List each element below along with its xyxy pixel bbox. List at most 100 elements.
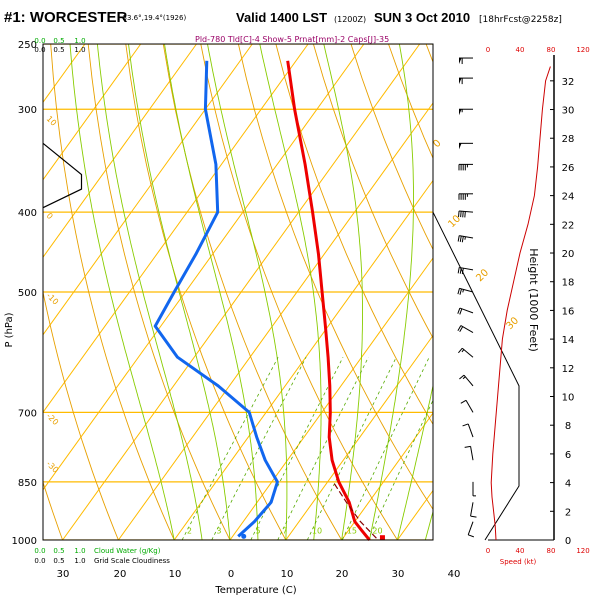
pressure-tick-label: 300 (18, 105, 37, 116)
pressure-tick-label: 850 (18, 478, 37, 489)
mixing-ratio-line (181, 357, 279, 540)
wind-barb (464, 445, 474, 461)
cloud-scale-tick-bottom-2: 1.0 (74, 557, 85, 565)
speed-tick-label: 80 (547, 547, 556, 555)
wind-barbs (457, 57, 477, 538)
wind-barb (458, 347, 474, 358)
barb-flag (457, 325, 462, 331)
plot-border (42, 43, 434, 541)
wind-barb (470, 502, 477, 518)
barb-flag (470, 515, 477, 518)
cloud-scale-tick-top: 0.0 (34, 37, 45, 45)
temperature-tick-label: 20 (336, 569, 349, 580)
parcel-profile (332, 481, 377, 539)
moist-adiabat (164, 44, 259, 540)
temperature-tick-label: 30 (392, 569, 405, 580)
isotherm-line (173, 179, 433, 540)
barb-flag (458, 347, 463, 354)
barb-staff (470, 446, 474, 461)
barb-flag (457, 235, 460, 242)
speed-tick-label-top: 0 (486, 46, 490, 54)
barb-flag (460, 211, 462, 218)
surface-temperature-marker (379, 535, 385, 541)
cloud-scale-tick-top: 0.5 (53, 37, 64, 45)
barb-flag (464, 211, 466, 218)
mixing-ratio-label: 5 (255, 527, 260, 536)
barb-flag (459, 235, 462, 242)
moist-adiabat (369, 44, 414, 540)
dry-adiabat (237, 44, 433, 511)
speed-tick-label: 0 (486, 547, 490, 555)
pressure-tick-label: 1000 (12, 536, 37, 547)
temperature-tick-label: 10 (169, 569, 182, 580)
height-tick-label: 32 (562, 77, 575, 88)
isotherm-line (43, 44, 197, 259)
height-tick-label: 14 (562, 335, 575, 346)
wind-barb (462, 423, 474, 438)
barb-flag (459, 288, 462, 295)
wind-barb (457, 235, 474, 243)
grid-lines (43, 44, 433, 540)
dry-adiabat (200, 44, 398, 540)
pressure-tick-label: 500 (18, 288, 37, 299)
wind-barb (460, 399, 474, 413)
barb-flag (459, 326, 464, 333)
mixing-ratio-label: 15 (347, 527, 357, 536)
sounding-profiles (153, 60, 385, 541)
wind-speed-line (490, 66, 551, 541)
barb-flag (461, 236, 464, 243)
diagram-outline (432, 44, 520, 541)
dry-adiabat (162, 44, 342, 540)
temperature-tick-label: 20 (114, 569, 127, 580)
mixing-ratio-label: 3 (216, 527, 221, 536)
isotherm-line (285, 334, 433, 540)
height-tick-label: 18 (562, 278, 575, 289)
isotherm-line (43, 44, 309, 414)
dry-adiabat (43, 290, 119, 540)
cloud-scale-tick-top-2: 0.5 (53, 46, 64, 54)
temperature-tick-label: 0 (228, 569, 234, 580)
isotherm-line (43, 44, 365, 491)
cloud-scale-tick-bottom: 1.0 (74, 547, 85, 555)
cloud-panel (42, 142, 83, 209)
barb-flag (462, 211, 464, 218)
wind-barb (459, 374, 474, 387)
pressure-axis-title: P (hPa) (4, 312, 15, 347)
mixing-ratio-label: 10 (312, 527, 322, 536)
mixing-ratio-label: 20 (372, 527, 382, 536)
speed-tick-label-top: 120 (576, 46, 589, 54)
mixing-ratio-label: 7 (282, 527, 287, 536)
barb-half-flag (461, 349, 465, 353)
cloud-scale-tick-bottom-2: 0.0 (34, 557, 45, 565)
barb-half-flag (464, 236, 466, 240)
mixing-ratio-line (250, 357, 344, 540)
barb-staff (465, 400, 474, 413)
grid-cloudiness-label: Grid Scale Cloudiness (94, 557, 170, 565)
height-tick-label: 22 (562, 220, 575, 231)
forecast-info: [18hrFcst@2258z] (479, 15, 562, 25)
barb-flag (460, 399, 467, 404)
plot-frame (42, 43, 520, 541)
height-tick-label: 6 (565, 450, 571, 461)
cloud-scale-tick-top: 1.0 (74, 37, 85, 45)
cloud-scale-tick-top-2: 1.0 (74, 46, 85, 54)
cloud-fraction-line (42, 142, 83, 209)
height-tick-label: 28 (562, 134, 575, 145)
isotherm-line (43, 44, 142, 181)
speed-tick-label-top: 40 (516, 46, 525, 54)
moist-adiabat (259, 44, 322, 540)
cloud-water-label: Cloud Water (g/Kg) (94, 547, 161, 555)
barb-flag (459, 374, 465, 380)
height-tick-label: 0 (565, 536, 571, 547)
pressure-tick-label: 400 (18, 208, 37, 219)
wind-barb (467, 521, 475, 538)
cloud-scale-tick-bottom: 0.0 (34, 547, 45, 555)
barb-flag (457, 307, 461, 314)
barb-flag (468, 534, 475, 538)
height-tick-label: 26 (562, 163, 575, 174)
barb-staff (459, 287, 474, 293)
isotherm-line (62, 44, 421, 540)
height-tick-label: 2 (565, 507, 571, 518)
